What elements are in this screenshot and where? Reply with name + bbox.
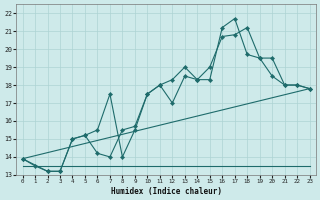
X-axis label: Humidex (Indice chaleur): Humidex (Indice chaleur) — [111, 187, 221, 196]
